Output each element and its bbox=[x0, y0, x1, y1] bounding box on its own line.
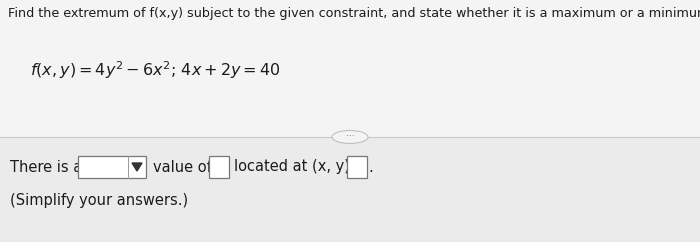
Text: value of: value of bbox=[153, 159, 211, 174]
FancyBboxPatch shape bbox=[78, 156, 146, 178]
Text: ···: ··· bbox=[346, 133, 354, 142]
Text: located at (x, y) =: located at (x, y) = bbox=[234, 159, 367, 174]
FancyBboxPatch shape bbox=[209, 156, 229, 178]
FancyBboxPatch shape bbox=[347, 156, 367, 178]
Text: There is a: There is a bbox=[10, 159, 83, 174]
FancyBboxPatch shape bbox=[0, 137, 700, 242]
Text: Find the extremum of f(x,y) subject to the given constraint, and state whether i: Find the extremum of f(x,y) subject to t… bbox=[8, 7, 700, 20]
Polygon shape bbox=[132, 163, 142, 171]
Ellipse shape bbox=[332, 130, 368, 144]
Text: (Simplify your answers.): (Simplify your answers.) bbox=[10, 192, 188, 207]
Text: .: . bbox=[368, 159, 372, 174]
FancyBboxPatch shape bbox=[0, 0, 700, 137]
Text: $f(x,y) = 4y^2 - 6x^2$; $4x + 2y = 40$: $f(x,y) = 4y^2 - 6x^2$; $4x + 2y = 40$ bbox=[30, 59, 281, 81]
